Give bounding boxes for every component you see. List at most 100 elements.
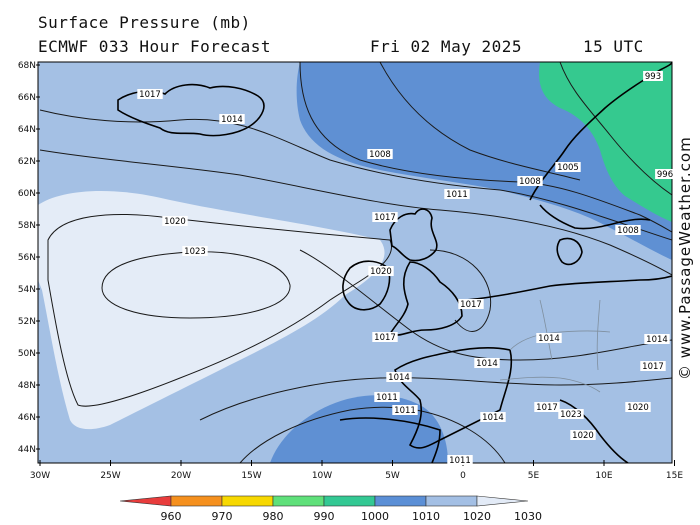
isobar-label: 1014 xyxy=(646,335,668,345)
isobar-label-bg xyxy=(137,89,163,99)
latitude-label: 56N xyxy=(18,253,36,263)
isobar-label-bg xyxy=(643,71,663,81)
isobar-label: 1017 xyxy=(374,333,396,343)
iberia-outline xyxy=(339,417,441,463)
isobar-label-bg xyxy=(444,189,470,199)
ireland-outline xyxy=(342,260,391,311)
isobar-label-bg xyxy=(368,266,394,276)
pressure-field-1020-plus xyxy=(38,190,385,430)
isobar-label: 1020 xyxy=(572,431,594,441)
longitude-label: 15W xyxy=(241,471,261,481)
isobar-label: 1020 xyxy=(370,267,392,277)
isobar-label-bg xyxy=(480,412,506,422)
isobar-label: 1017 xyxy=(536,403,558,413)
isobar-label-bg xyxy=(367,149,393,159)
isobar-label-bg xyxy=(474,358,500,368)
longitude-label: 5W xyxy=(385,471,400,481)
isobar-label: 1008 xyxy=(369,150,391,160)
latitude-label: 52N xyxy=(18,317,36,327)
colorbar-segment xyxy=(374,495,427,507)
isobar-label: 1014 xyxy=(476,359,498,369)
isobar-label: 1023 xyxy=(560,410,582,420)
isobar-label-bg xyxy=(458,299,484,309)
iceland-outline xyxy=(117,83,265,137)
latitude-label: 50N xyxy=(18,349,36,359)
isobar-label: 1014 xyxy=(538,334,560,344)
latitude-label: 60N xyxy=(18,189,36,199)
isobar-label: 1011 xyxy=(394,406,416,416)
colorbar-segment xyxy=(170,495,223,507)
isobar-label: 993 xyxy=(645,72,661,82)
colorbar-segment xyxy=(323,495,376,507)
isobar-label-bg xyxy=(447,455,473,465)
north-europe-coast xyxy=(464,275,672,301)
longitude-label: 5E xyxy=(528,471,540,481)
isobar-label: 1020 xyxy=(627,403,649,413)
colorbar-segment xyxy=(221,495,274,507)
pressure-field-990-1000 xyxy=(539,62,672,222)
isobar-label: 1008 xyxy=(519,177,541,187)
isobar-label-bg xyxy=(558,409,584,419)
latitude-label: 54N xyxy=(18,285,36,295)
isobar-label: 1017 xyxy=(460,300,482,310)
longitude-label: 15E xyxy=(666,471,683,481)
denmark-outline xyxy=(556,237,583,266)
latitude-label: 48N xyxy=(18,381,36,391)
isobar-label: 1017 xyxy=(374,213,396,223)
colorbar-segment xyxy=(272,495,325,507)
longitude-label: 25W xyxy=(100,471,120,481)
isobar-label: 1011 xyxy=(446,190,468,200)
isobar-label-bg xyxy=(372,332,398,342)
colorbar-label: 980 xyxy=(263,510,284,523)
england-outline xyxy=(388,261,463,336)
isobar-label-bg xyxy=(219,114,245,124)
colorbar-segment xyxy=(425,495,478,507)
map-frame xyxy=(37,61,673,464)
isobar-label-bg xyxy=(517,176,543,186)
isobar-label-bg xyxy=(655,169,675,179)
isobar-label-bg xyxy=(555,162,581,172)
isobar-label-bg xyxy=(536,333,562,343)
latitude-label: 64N xyxy=(18,125,36,135)
isobar-label: 1014 xyxy=(221,115,243,125)
isobar-value-labels: 1017 1014 1008 1011 1005 1008 1017 1020 1023 1020… xyxy=(137,71,675,466)
colorbar-label: 1030 xyxy=(514,510,542,523)
latitude-label: 58N xyxy=(18,221,36,231)
longitude-label: 10E xyxy=(595,471,612,481)
isobar-label-bg xyxy=(162,216,188,226)
isobar-label-bg xyxy=(640,361,666,371)
italy-outline xyxy=(559,399,629,463)
pressure-colorbar: 960 970 980 990 1000 1010 1020 1030 xyxy=(119,495,542,523)
isobar-label-bg xyxy=(386,372,412,382)
scotland-outline xyxy=(389,208,438,262)
colorbar-arrow-high xyxy=(476,495,529,507)
latitude-label: 62N xyxy=(18,157,36,167)
isobar-label-bg xyxy=(534,402,560,412)
isobar-label: 1023 xyxy=(184,247,206,257)
longitude-label: 20W xyxy=(171,471,191,481)
forecast-model-label: ECMWF 033 Hour Forecast xyxy=(38,37,272,56)
map-title: Surface Pressure (mb) xyxy=(38,13,251,32)
isobar-label: 1014 xyxy=(482,413,504,423)
latitude-label: 46N xyxy=(18,413,36,423)
longitude-label: 10W xyxy=(312,471,332,481)
coastlines xyxy=(117,62,672,463)
colorbar-label: 1020 xyxy=(463,510,491,523)
longitude-label: 0 xyxy=(460,471,466,481)
isobar-label-bg xyxy=(570,430,596,440)
colorbar-arrow-low xyxy=(119,495,172,507)
colorbar-label: 960 xyxy=(161,510,182,523)
forecast-date: Fri 02 May 2025 xyxy=(370,37,522,56)
isobar-label: 1014 xyxy=(388,373,410,383)
latitude-label: 66N xyxy=(18,93,36,103)
longitude-label: 30W xyxy=(30,471,50,481)
colorbar-label: 990 xyxy=(314,510,335,523)
latitude-label: 68N xyxy=(18,61,36,71)
isobar-label-bg xyxy=(392,405,418,415)
longitude-axis: 30W 25W 20W 15W 10W 5W 0 5E 10E 15E xyxy=(30,460,683,481)
isobar-label: 1017 xyxy=(642,362,664,372)
isobar-label-bg xyxy=(374,392,400,402)
latitude-label: 44N xyxy=(18,445,36,455)
france-outline xyxy=(394,347,513,449)
